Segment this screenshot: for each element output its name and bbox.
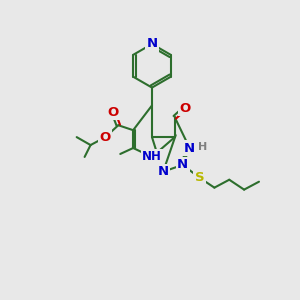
Text: O: O <box>179 102 190 115</box>
Text: N: N <box>146 38 158 50</box>
Text: N: N <box>157 165 168 178</box>
Text: N: N <box>184 142 195 154</box>
Text: O: O <box>100 130 111 144</box>
Text: NH: NH <box>142 150 162 164</box>
Text: N: N <box>177 158 188 171</box>
Text: S: S <box>195 171 204 184</box>
Text: H: H <box>198 142 207 152</box>
Text: O: O <box>108 106 119 119</box>
